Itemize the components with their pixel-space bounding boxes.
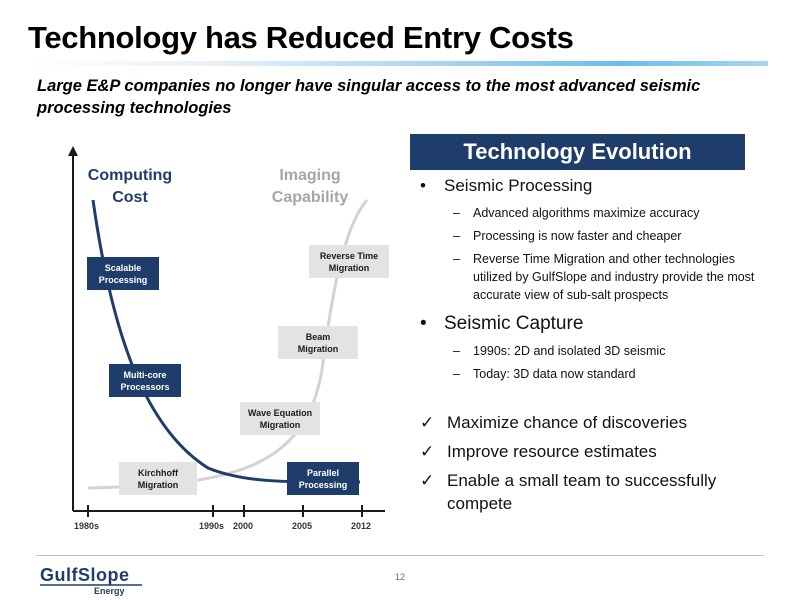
sub-bullet: – Today: 3D data now standard <box>453 365 773 383</box>
check-item-text: Improve resource estimates <box>447 442 657 461</box>
reverse-time-migration-line2: Migration <box>328 262 370 273</box>
sub-bullet: – Processing is now faster and cheaper <box>453 227 773 245</box>
x-tick-label-1990s: 1990s <box>199 521 225 531</box>
bullet-text: Seismic Capture <box>444 313 584 334</box>
beam-migration-line1: Beam <box>305 331 331 342</box>
bullet-marker: • <box>420 313 427 334</box>
wave-equation-migration-line1: Wave Equation <box>247 407 313 418</box>
technology-evolution-header: Technology Evolution <box>410 134 745 170</box>
slide-subtitle: Large E&P companies no longer have singu… <box>37 77 701 117</box>
logo-text-bottom: Energy <box>94 586 125 596</box>
sub-bullet-text: 1990s: 2D and isolated 3D seismic <box>473 344 666 358</box>
bullet-seismic-processing: • Seismic Processing <box>420 176 592 196</box>
technology-chart: Computing Cost Imaging Capability Scalab… <box>60 140 400 540</box>
x-tick-label-2005: 2005 <box>292 521 313 531</box>
title-underline-bar <box>28 61 768 66</box>
kirchhoff-migration-line1: Kirchhoff <box>138 467 178 478</box>
bullet-seismic-capture: • Seismic Capture <box>420 313 583 335</box>
sub-bullet: –1990s: 2D and isolated 3D seismic <box>453 342 773 360</box>
beam-migration-line2: Migration <box>297 343 339 354</box>
reverse-time-migration-box: Reverse Time Migration <box>309 245 389 278</box>
gulfslope-logo: GulfSlope Energy <box>40 565 142 596</box>
bullet-text: Seismic Processing <box>444 176 593 195</box>
beam-migration-box: Beam Migration <box>278 326 358 359</box>
parallel-processing-line2: Processing <box>298 479 348 490</box>
logo-text-top: GulfSlope <box>40 565 130 585</box>
multi-core-processors-line2: Processors <box>120 381 170 392</box>
check-item: ✓ Improve resource estimates <box>420 440 750 463</box>
parallel-processing-line1: Parallel <box>306 467 340 478</box>
scalable-processing-box: Scalable Processing <box>87 257 159 290</box>
checkmark-icon: ✓ <box>420 413 435 432</box>
kirchhoff-migration-box: Kirchhoff Migration <box>119 462 197 495</box>
x-tick-label-1980s: 1980s <box>74 521 100 531</box>
sub-marker: – <box>453 252 460 266</box>
sub-bullet-text: Processing is now faster and cheaper <box>473 229 682 243</box>
computing-cost-label-line1: Computing <box>87 167 173 184</box>
check-item: ✓ Enable a small team to successfully com… <box>420 469 750 515</box>
sub-marker: – <box>453 367 460 381</box>
sub-marker: – <box>453 229 460 243</box>
scalable-processing-line2: Processing <box>98 274 148 285</box>
scalable-processing-line1: Scalable <box>104 262 142 273</box>
computing-cost-label: Computing Cost <box>80 165 180 209</box>
footer-divider <box>36 555 764 556</box>
check-item-text: Enable a small team to successfully comp… <box>447 471 717 513</box>
kirchhoff-migration-line2: Migration <box>137 479 179 490</box>
parallel-processing-box: Parallel Processing <box>287 462 359 495</box>
sub-marker: – <box>453 344 460 358</box>
sub-bullet-text: Today: 3D data now standard <box>473 367 636 381</box>
page-number: 12 <box>394 572 405 582</box>
imaging-capability-label-line1: Imaging <box>279 167 341 184</box>
sub-bullet: – Advanced algorithms maximize accuracy <box>453 204 773 222</box>
sub-bullet-text: Reverse Time Migration and other technol… <box>473 252 755 302</box>
bullet-marker: • <box>420 176 426 195</box>
sub-bullet-text: Advanced algorithms maximize accuracy <box>473 206 700 220</box>
imaging-capability-label: Imaging Capability <box>260 165 360 209</box>
reverse-time-migration-line1: Reverse Time <box>319 250 379 261</box>
checkmark-icon: ✓ <box>420 442 435 461</box>
wave-equation-migration-line2: Migration <box>259 419 301 430</box>
multi-core-processors-box: Multi-core Processors <box>109 364 181 397</box>
sub-bullet: – Reverse Time Migration and other techno… <box>453 250 773 306</box>
check-item-text: Maximize chance of discoveries <box>447 413 687 432</box>
computing-cost-label-line2: Cost <box>112 189 148 206</box>
x-tick-label-2000: 2000 <box>233 521 254 531</box>
check-item: ✓ Maximize chance of discoveries <box>420 411 750 434</box>
slide-title: Technology has Reduced Entry Costs <box>28 20 574 55</box>
multi-core-processors-line1: Multi-core <box>123 369 167 380</box>
y-axis-arrow <box>68 146 78 156</box>
checkmark-icon: ✓ <box>420 471 435 490</box>
x-tick-label-2012: 2012 <box>351 521 372 531</box>
wave-equation-migration-box: Wave Equation Migration <box>240 402 320 435</box>
imaging-capability-label-line2: Capability <box>271 189 349 206</box>
sub-marker: – <box>453 206 460 220</box>
